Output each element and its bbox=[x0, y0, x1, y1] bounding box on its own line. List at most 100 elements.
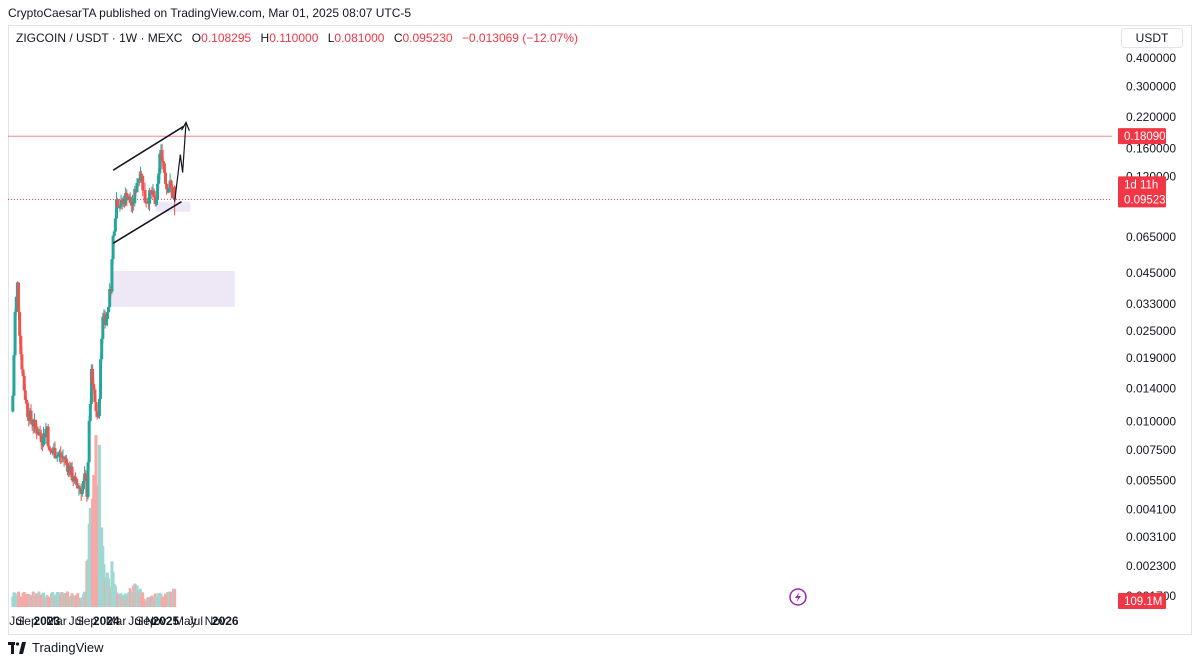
y-tick-label: 0.033000 bbox=[1126, 297, 1176, 311]
y-tick-label: 0.003100 bbox=[1126, 530, 1176, 544]
y-tick-label: 0.300000 bbox=[1126, 79, 1176, 93]
candle-body bbox=[165, 183, 169, 190]
candle-body bbox=[97, 398, 101, 417]
candle-body bbox=[164, 172, 168, 184]
x-tick-label: 2026 bbox=[212, 614, 239, 628]
candle-body bbox=[56, 454, 60, 456]
candle-body bbox=[94, 401, 98, 412]
x-tick-label: Nov bbox=[145, 614, 166, 628]
candle-body bbox=[80, 489, 84, 495]
countdown-badge-bg bbox=[1118, 176, 1166, 193]
candle-body bbox=[143, 190, 147, 203]
candle-body bbox=[73, 476, 77, 479]
candle-body bbox=[35, 426, 39, 434]
projection-arrowhead bbox=[181, 121, 190, 131]
candle-body bbox=[24, 399, 28, 403]
candle-body bbox=[19, 335, 23, 355]
volume-badge: 109.1M bbox=[1118, 593, 1166, 609]
resistance-price-badge: 0.180909 bbox=[1118, 128, 1172, 145]
candle-body bbox=[89, 368, 93, 404]
y-tick-label: 0.014000 bbox=[1126, 381, 1176, 395]
low-label: L bbox=[327, 31, 335, 45]
candle-body bbox=[46, 426, 50, 447]
candle-body bbox=[18, 312, 22, 336]
open-label: O bbox=[191, 31, 202, 45]
volume-bars bbox=[11, 435, 177, 607]
candle-body bbox=[99, 359, 103, 399]
candle-body bbox=[154, 198, 158, 204]
tradingview-logo-icon[interactable] bbox=[8, 641, 26, 654]
last-price-badge: 0.095230 bbox=[1118, 191, 1172, 208]
resistance-price-badge-text: 0.180909 bbox=[1124, 131, 1172, 143]
x-tick-label: Sep bbox=[135, 614, 157, 628]
candle-body bbox=[170, 188, 174, 199]
x-tick-label: Mar bbox=[106, 614, 127, 628]
candle-body bbox=[75, 478, 79, 486]
brand-name: TradingView bbox=[32, 640, 104, 655]
y-tick-label: 0.005500 bbox=[1126, 473, 1176, 487]
candle-body bbox=[11, 395, 15, 412]
candle-body bbox=[152, 190, 156, 198]
lightning-icon-bolt bbox=[795, 592, 801, 602]
open-value: 0.108295 bbox=[201, 31, 252, 45]
candle-body bbox=[95, 411, 99, 417]
candle-body bbox=[107, 307, 111, 313]
candle-body bbox=[115, 199, 119, 219]
x-tick-label: 2023 bbox=[33, 614, 60, 628]
ohlc-legend: ZIGCOIN / USDT · 1W · MEXC O0.108295 H0.… bbox=[16, 31, 578, 45]
candle-body bbox=[76, 485, 80, 489]
countdown-badge: 1d 11h bbox=[1118, 176, 1166, 193]
candle-body bbox=[54, 457, 58, 459]
candle-body bbox=[112, 231, 116, 236]
candle-body bbox=[111, 235, 115, 260]
candle-body bbox=[169, 180, 173, 189]
candle-body bbox=[42, 433, 46, 446]
y-tick-label: 0.025000 bbox=[1126, 324, 1176, 338]
candle-body bbox=[72, 476, 76, 482]
high-value: 0.110000 bbox=[269, 31, 319, 45]
y-tick-label: 0.400000 bbox=[1126, 51, 1176, 65]
candle-body bbox=[91, 368, 95, 384]
last-price-badge-bg bbox=[1118, 191, 1166, 208]
candle-body bbox=[13, 311, 17, 356]
volume-badge-bg bbox=[1118, 593, 1166, 609]
y-tick-label: 0.160000 bbox=[1126, 141, 1176, 155]
candle-body bbox=[105, 312, 109, 319]
footer: TradingView bbox=[8, 640, 104, 655]
candle-body bbox=[167, 188, 171, 193]
candle-body bbox=[113, 218, 117, 232]
currency-selector[interactable]: USDT bbox=[1121, 28, 1183, 48]
x-tick-label: Jul bbox=[69, 614, 84, 628]
candle-body bbox=[161, 161, 165, 164]
candle-body bbox=[92, 383, 96, 390]
candle-body bbox=[50, 451, 54, 453]
x-tick-label: Mar bbox=[46, 614, 67, 628]
candle-body bbox=[87, 420, 91, 463]
y-tick-label: 0.019000 bbox=[1126, 351, 1176, 365]
symbol-label: ZIGCOIN / USDT · 1W · MEXC bbox=[16, 31, 183, 45]
x-tick-label: Sep bbox=[16, 614, 38, 628]
x-tick-label: May bbox=[174, 614, 197, 628]
candle-body bbox=[23, 390, 27, 400]
candle-body bbox=[17, 282, 21, 313]
y-tick-label: 0.220000 bbox=[1126, 110, 1176, 124]
candle-body bbox=[136, 178, 140, 183]
lightning-icon bbox=[789, 588, 807, 606]
x-tick-label: 2025 bbox=[152, 614, 179, 628]
candle-body bbox=[125, 192, 129, 201]
candle-body bbox=[104, 318, 108, 325]
candle-body bbox=[44, 429, 48, 438]
candle-body bbox=[141, 175, 145, 191]
high-label: H bbox=[260, 31, 270, 45]
candle-body bbox=[93, 389, 97, 402]
volume-bar bbox=[173, 588, 177, 607]
candle-body bbox=[55, 454, 59, 458]
close-label: C bbox=[393, 31, 403, 45]
candle-body bbox=[101, 316, 105, 339]
chart-frame bbox=[8, 25, 1192, 635]
candle-body bbox=[158, 153, 162, 174]
y-tick-label: 0.004100 bbox=[1126, 502, 1176, 516]
candle-body bbox=[140, 173, 144, 176]
candle-body bbox=[34, 419, 38, 427]
